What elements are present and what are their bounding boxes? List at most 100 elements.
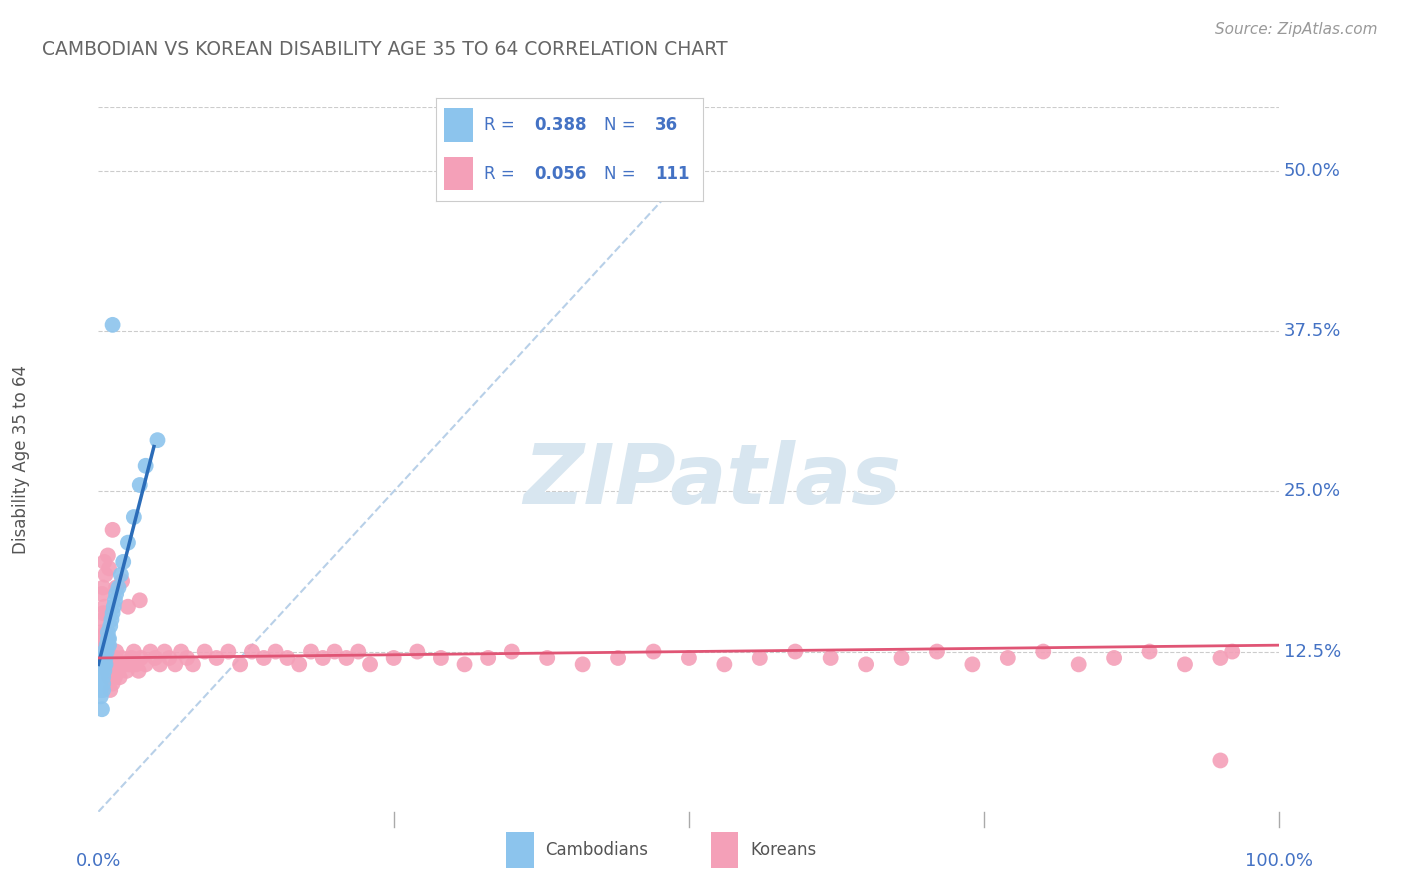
Point <box>1067 657 1090 672</box>
Point <box>98 651 121 665</box>
Point <box>104 593 127 607</box>
Point <box>276 651 298 665</box>
Point <box>93 657 115 672</box>
Point <box>536 651 558 665</box>
Point <box>240 644 263 658</box>
Point <box>100 613 122 627</box>
Point <box>104 670 127 684</box>
Point <box>107 664 129 678</box>
Point <box>91 657 114 672</box>
Point <box>91 670 114 684</box>
Point <box>98 683 121 698</box>
Point <box>91 657 114 672</box>
Point <box>125 657 148 672</box>
Point <box>117 599 139 614</box>
Point <box>101 606 124 620</box>
Point <box>90 690 112 704</box>
Point <box>103 657 125 672</box>
Point <box>205 651 228 665</box>
Point <box>97 638 120 652</box>
Point <box>129 651 152 665</box>
Point <box>962 657 984 672</box>
Point <box>713 657 735 672</box>
Point <box>253 651 276 665</box>
Point <box>103 599 125 614</box>
Point <box>110 657 132 672</box>
Point <box>97 549 120 563</box>
Point <box>890 651 912 665</box>
Point <box>571 657 593 672</box>
Point <box>97 625 120 640</box>
Text: R =: R = <box>484 164 515 183</box>
Point <box>128 664 150 678</box>
Point <box>146 433 169 447</box>
Point <box>93 664 115 678</box>
Point <box>90 683 112 698</box>
Point <box>98 619 121 633</box>
Text: 36: 36 <box>655 116 678 135</box>
Point <box>1139 644 1161 658</box>
Point <box>785 644 807 658</box>
Point <box>1174 657 1197 672</box>
Point <box>97 632 120 646</box>
Point <box>997 651 1019 665</box>
Point <box>98 670 121 684</box>
FancyBboxPatch shape <box>506 831 534 868</box>
Point <box>94 651 117 665</box>
Point <box>1220 644 1243 658</box>
Point <box>101 651 124 665</box>
Point <box>101 523 124 537</box>
Point <box>91 651 114 665</box>
Point <box>165 657 187 672</box>
Point <box>477 651 499 665</box>
Point <box>91 676 114 690</box>
Point <box>98 638 121 652</box>
Point <box>91 683 114 698</box>
Point <box>855 657 877 672</box>
Point <box>112 555 135 569</box>
Point <box>1102 651 1125 665</box>
Point <box>229 657 252 672</box>
Text: 25.0%: 25.0% <box>1284 483 1341 500</box>
Point <box>128 478 150 492</box>
Point <box>105 581 128 595</box>
Text: 12.5%: 12.5% <box>1284 642 1341 661</box>
Point <box>925 644 948 658</box>
Point <box>430 651 453 665</box>
Text: 100.0%: 100.0% <box>1246 852 1313 870</box>
Point <box>643 644 665 658</box>
Point <box>96 664 118 678</box>
Point <box>94 632 117 646</box>
Point <box>96 644 118 658</box>
Point <box>153 644 176 658</box>
Text: R =: R = <box>484 116 515 135</box>
Point <box>100 657 122 672</box>
Text: ZIPatlas: ZIPatlas <box>523 440 901 521</box>
Text: Koreans: Koreans <box>751 840 817 859</box>
Point <box>111 651 134 665</box>
Point <box>90 625 112 640</box>
Point <box>678 651 700 665</box>
Point <box>91 581 114 595</box>
Point <box>111 574 134 588</box>
Point <box>1209 754 1232 768</box>
Text: 50.0%: 50.0% <box>1284 162 1340 180</box>
Point <box>820 651 842 665</box>
Text: Cambodians: Cambodians <box>546 840 648 859</box>
Point <box>89 644 111 658</box>
Text: N =: N = <box>605 116 636 135</box>
Point <box>100 664 122 678</box>
Point <box>101 318 124 332</box>
Point <box>194 644 217 658</box>
Point <box>359 657 381 672</box>
FancyBboxPatch shape <box>711 831 738 868</box>
Text: 37.5%: 37.5% <box>1284 322 1341 340</box>
Point <box>122 644 145 658</box>
Point <box>91 702 114 716</box>
Point <box>91 664 114 678</box>
Point <box>122 510 145 524</box>
Text: 0.056: 0.056 <box>534 164 588 183</box>
Text: 0.0%: 0.0% <box>76 852 121 870</box>
Point <box>105 657 128 672</box>
Point <box>93 651 115 665</box>
